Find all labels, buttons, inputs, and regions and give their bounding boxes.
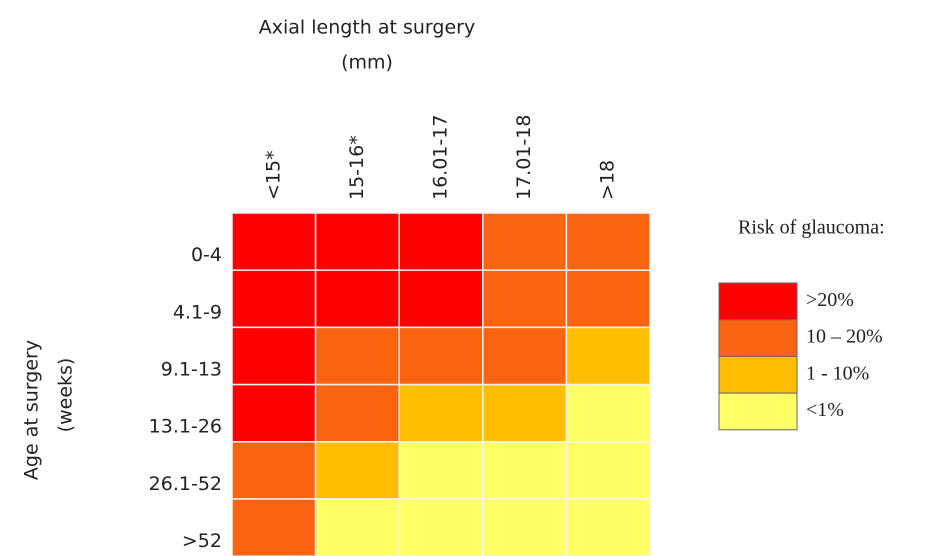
heatmap-cell bbox=[398, 326, 484, 386]
heatmap-cell bbox=[482, 269, 568, 329]
heatmap-cell bbox=[231, 383, 317, 443]
heatmap-cell bbox=[314, 498, 400, 556]
y-tick-label: >52 bbox=[182, 530, 222, 552]
legend-label: >20% bbox=[806, 289, 854, 311]
heatmap-cell bbox=[482, 212, 568, 271]
heatmap-cell bbox=[231, 498, 317, 556]
heatmap-cell bbox=[314, 441, 400, 500]
x-axis-label: Axial length at surgery bbox=[259, 17, 475, 39]
x-tick-label: 17.01-18 bbox=[513, 115, 535, 200]
heatmap-cell bbox=[565, 441, 651, 500]
heatmap-cell bbox=[482, 498, 568, 556]
y-tick-label: 4.1-9 bbox=[173, 301, 222, 323]
heatmap-cell bbox=[565, 498, 651, 556]
heatmap-cell bbox=[482, 326, 568, 386]
heatmap-cell bbox=[398, 498, 484, 556]
legend-swatch bbox=[718, 355, 798, 394]
heatmap-cell bbox=[314, 212, 400, 271]
x-axis-label: (mm) bbox=[341, 52, 393, 74]
heatmap-cell bbox=[565, 326, 651, 386]
y-tick-label: 0-4 bbox=[191, 244, 222, 266]
heatmap-cell bbox=[314, 269, 400, 329]
heatmap-cell bbox=[482, 441, 568, 500]
heatmap-cell bbox=[231, 326, 317, 386]
heatmap-cell bbox=[482, 383, 568, 443]
heatmap-cell bbox=[565, 269, 651, 329]
heatmap-cell bbox=[398, 212, 484, 271]
heatmap-cell bbox=[231, 269, 317, 329]
legend-swatch bbox=[718, 319, 798, 357]
heatmap-cell bbox=[398, 383, 484, 443]
heatmap-cell bbox=[565, 212, 651, 271]
legend-label: 10 – 20% bbox=[806, 326, 883, 348]
heatmap-cell bbox=[398, 441, 484, 500]
x-tick-label: >18 bbox=[597, 160, 619, 200]
legend-label: <1% bbox=[806, 399, 844, 421]
heatmap-cell bbox=[314, 326, 400, 386]
y-axis-label: Age at surgery bbox=[21, 340, 43, 480]
legend-title: Risk of glaucoma: bbox=[738, 217, 885, 239]
legend-swatch bbox=[718, 392, 798, 431]
legend-label: 1 - 10% bbox=[806, 362, 869, 384]
x-tick-label: <15* bbox=[262, 150, 284, 200]
x-tick-label: 16.01-17 bbox=[430, 115, 452, 200]
y-tick-label: 26.1-52 bbox=[149, 473, 222, 495]
y-tick-label: 13.1-26 bbox=[149, 416, 222, 438]
heatmap-cell bbox=[398, 269, 484, 329]
y-tick-label: 9.1-13 bbox=[161, 359, 222, 381]
heatmap-cell bbox=[231, 441, 317, 500]
legend-swatch bbox=[718, 282, 798, 321]
x-tick-label: 15-16* bbox=[346, 135, 368, 200]
heatmap-cell bbox=[231, 212, 317, 271]
y-axis-label: (weeks) bbox=[55, 358, 77, 433]
heatmap-cell bbox=[565, 383, 651, 443]
heatmap-cell bbox=[314, 383, 400, 443]
